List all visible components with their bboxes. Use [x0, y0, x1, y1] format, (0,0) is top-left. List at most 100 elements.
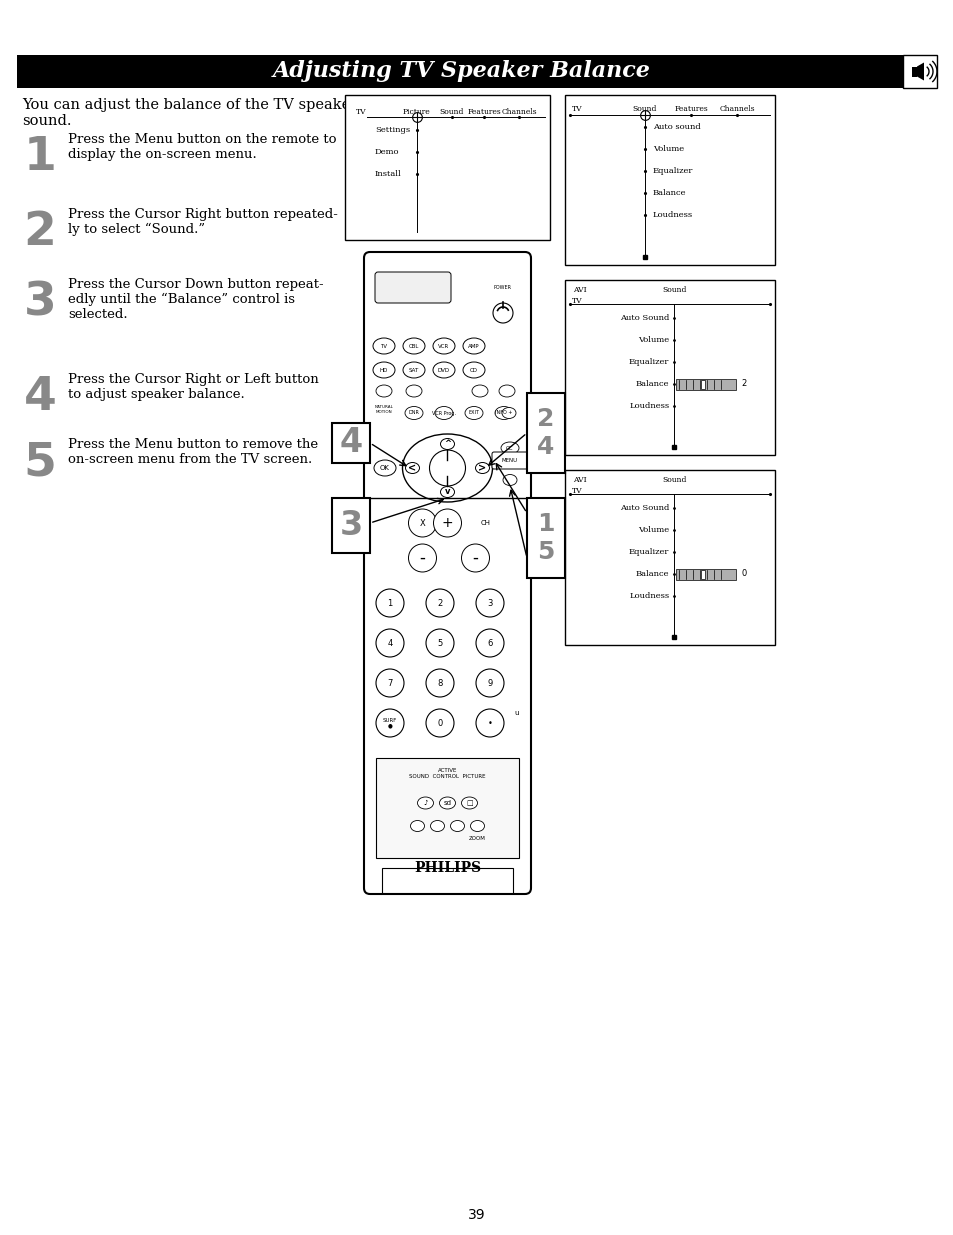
Bar — [564, 280, 774, 454]
Text: SURF
●: SURF ● — [382, 718, 396, 729]
Text: 2: 2 — [740, 379, 745, 389]
Circle shape — [426, 709, 454, 737]
Text: 5: 5 — [24, 440, 56, 485]
Text: Auto Sound: Auto Sound — [619, 504, 668, 513]
Text: 3: 3 — [339, 509, 362, 542]
Bar — [17, 56, 936, 88]
Bar — [700, 569, 704, 578]
Ellipse shape — [402, 362, 424, 378]
Ellipse shape — [435, 406, 453, 420]
Text: TV: TV — [380, 343, 387, 348]
Text: Balance: Balance — [652, 189, 685, 198]
Text: 1
5: 1 5 — [537, 513, 554, 564]
Bar — [332, 498, 370, 553]
Text: Sound: Sound — [661, 475, 685, 484]
Ellipse shape — [373, 338, 395, 354]
Text: VCR: VCR — [438, 343, 449, 348]
Text: Settings: Settings — [375, 126, 410, 135]
Text: HD: HD — [379, 368, 388, 373]
Text: TV: TV — [356, 107, 367, 116]
Text: PHILIPS: PHILIPS — [414, 861, 480, 876]
Ellipse shape — [500, 442, 518, 454]
Ellipse shape — [498, 385, 515, 396]
Text: MENU: MENU — [501, 457, 517, 462]
Ellipse shape — [433, 338, 455, 354]
Ellipse shape — [450, 820, 464, 831]
Ellipse shape — [375, 385, 392, 396]
Text: 2: 2 — [24, 210, 56, 254]
Circle shape — [375, 709, 403, 737]
Circle shape — [426, 629, 454, 657]
Text: Press the Menu button on the remote to
display the on-screen menu.: Press the Menu button on the remote to d… — [68, 133, 336, 161]
Text: CD: CD — [470, 368, 477, 373]
Circle shape — [375, 669, 403, 697]
Circle shape — [408, 509, 436, 537]
Ellipse shape — [374, 459, 395, 475]
Polygon shape — [916, 63, 923, 80]
Text: POWER: POWER — [494, 285, 512, 290]
Text: Press the Cursor Right or Left button
to adjust speaker balance.: Press the Cursor Right or Left button to… — [68, 373, 318, 401]
Text: Picture: Picture — [402, 107, 430, 116]
Polygon shape — [400, 258, 494, 303]
Text: 1: 1 — [24, 135, 56, 180]
Text: Features: Features — [674, 105, 707, 112]
Ellipse shape — [495, 406, 513, 420]
Text: Equalizer: Equalizer — [628, 358, 668, 366]
Text: -: - — [419, 550, 425, 567]
Bar — [564, 95, 774, 266]
Circle shape — [375, 629, 403, 657]
Ellipse shape — [440, 487, 454, 498]
Circle shape — [433, 509, 461, 537]
Text: -: - — [472, 550, 478, 567]
Text: 4: 4 — [387, 638, 393, 647]
Text: Demo: Demo — [375, 148, 399, 156]
Circle shape — [493, 303, 513, 324]
Text: Channels: Channels — [501, 107, 537, 116]
Text: Sound: Sound — [661, 287, 685, 294]
Text: ACTIVE: ACTIVE — [437, 768, 456, 773]
Text: Features: Features — [467, 107, 500, 116]
Text: 3: 3 — [487, 599, 492, 608]
Text: 2
4: 2 4 — [537, 408, 554, 459]
Ellipse shape — [402, 338, 424, 354]
Text: >: > — [478, 463, 486, 473]
Bar — [700, 379, 704, 389]
Ellipse shape — [440, 438, 454, 450]
Text: Auto sound: Auto sound — [652, 124, 700, 131]
Text: 0: 0 — [740, 569, 745, 578]
Text: AVI: AVI — [573, 287, 586, 294]
Ellipse shape — [410, 820, 424, 831]
Text: 5: 5 — [436, 638, 442, 647]
Text: Loudness: Loudness — [628, 592, 668, 600]
Text: 4: 4 — [24, 375, 56, 420]
Text: INFO +: INFO + — [495, 410, 512, 415]
Text: 0: 0 — [436, 719, 442, 727]
Text: Volume: Volume — [638, 526, 668, 534]
Text: Press the Cursor Right button repeated-
ly to select “Sound.”: Press the Cursor Right button repeated- … — [68, 207, 337, 236]
Ellipse shape — [462, 338, 484, 354]
Text: SOURCE
SELECT: SOURCE SELECT — [381, 288, 401, 299]
Text: Balance: Balance — [635, 571, 668, 578]
Text: CH: CH — [480, 520, 490, 526]
Text: Sound: Sound — [632, 105, 657, 112]
Text: VCR Prog.: VCR Prog. — [432, 410, 456, 415]
Bar — [332, 424, 370, 463]
Text: v: v — [444, 488, 450, 496]
Text: 7: 7 — [387, 678, 393, 688]
Text: Adjusting TV Speaker Balance: Adjusting TV Speaker Balance — [273, 61, 650, 83]
Text: DNR: DNR — [408, 410, 419, 415]
Text: sd: sd — [443, 800, 451, 806]
Text: ♪: ♪ — [423, 800, 427, 806]
Bar — [381, 868, 513, 893]
Circle shape — [461, 543, 489, 572]
Text: SOUND  CONTROL  PICTURE: SOUND CONTROL PICTURE — [409, 774, 485, 779]
Text: TV: TV — [572, 487, 582, 495]
Bar — [676, 568, 736, 579]
Text: 39: 39 — [468, 1208, 485, 1221]
Ellipse shape — [472, 385, 488, 396]
Text: 4: 4 — [339, 426, 362, 459]
Circle shape — [426, 669, 454, 697]
Text: NATURAL
MOTION: NATURAL MOTION — [375, 405, 393, 414]
Ellipse shape — [405, 462, 419, 473]
Text: +: + — [441, 516, 453, 530]
